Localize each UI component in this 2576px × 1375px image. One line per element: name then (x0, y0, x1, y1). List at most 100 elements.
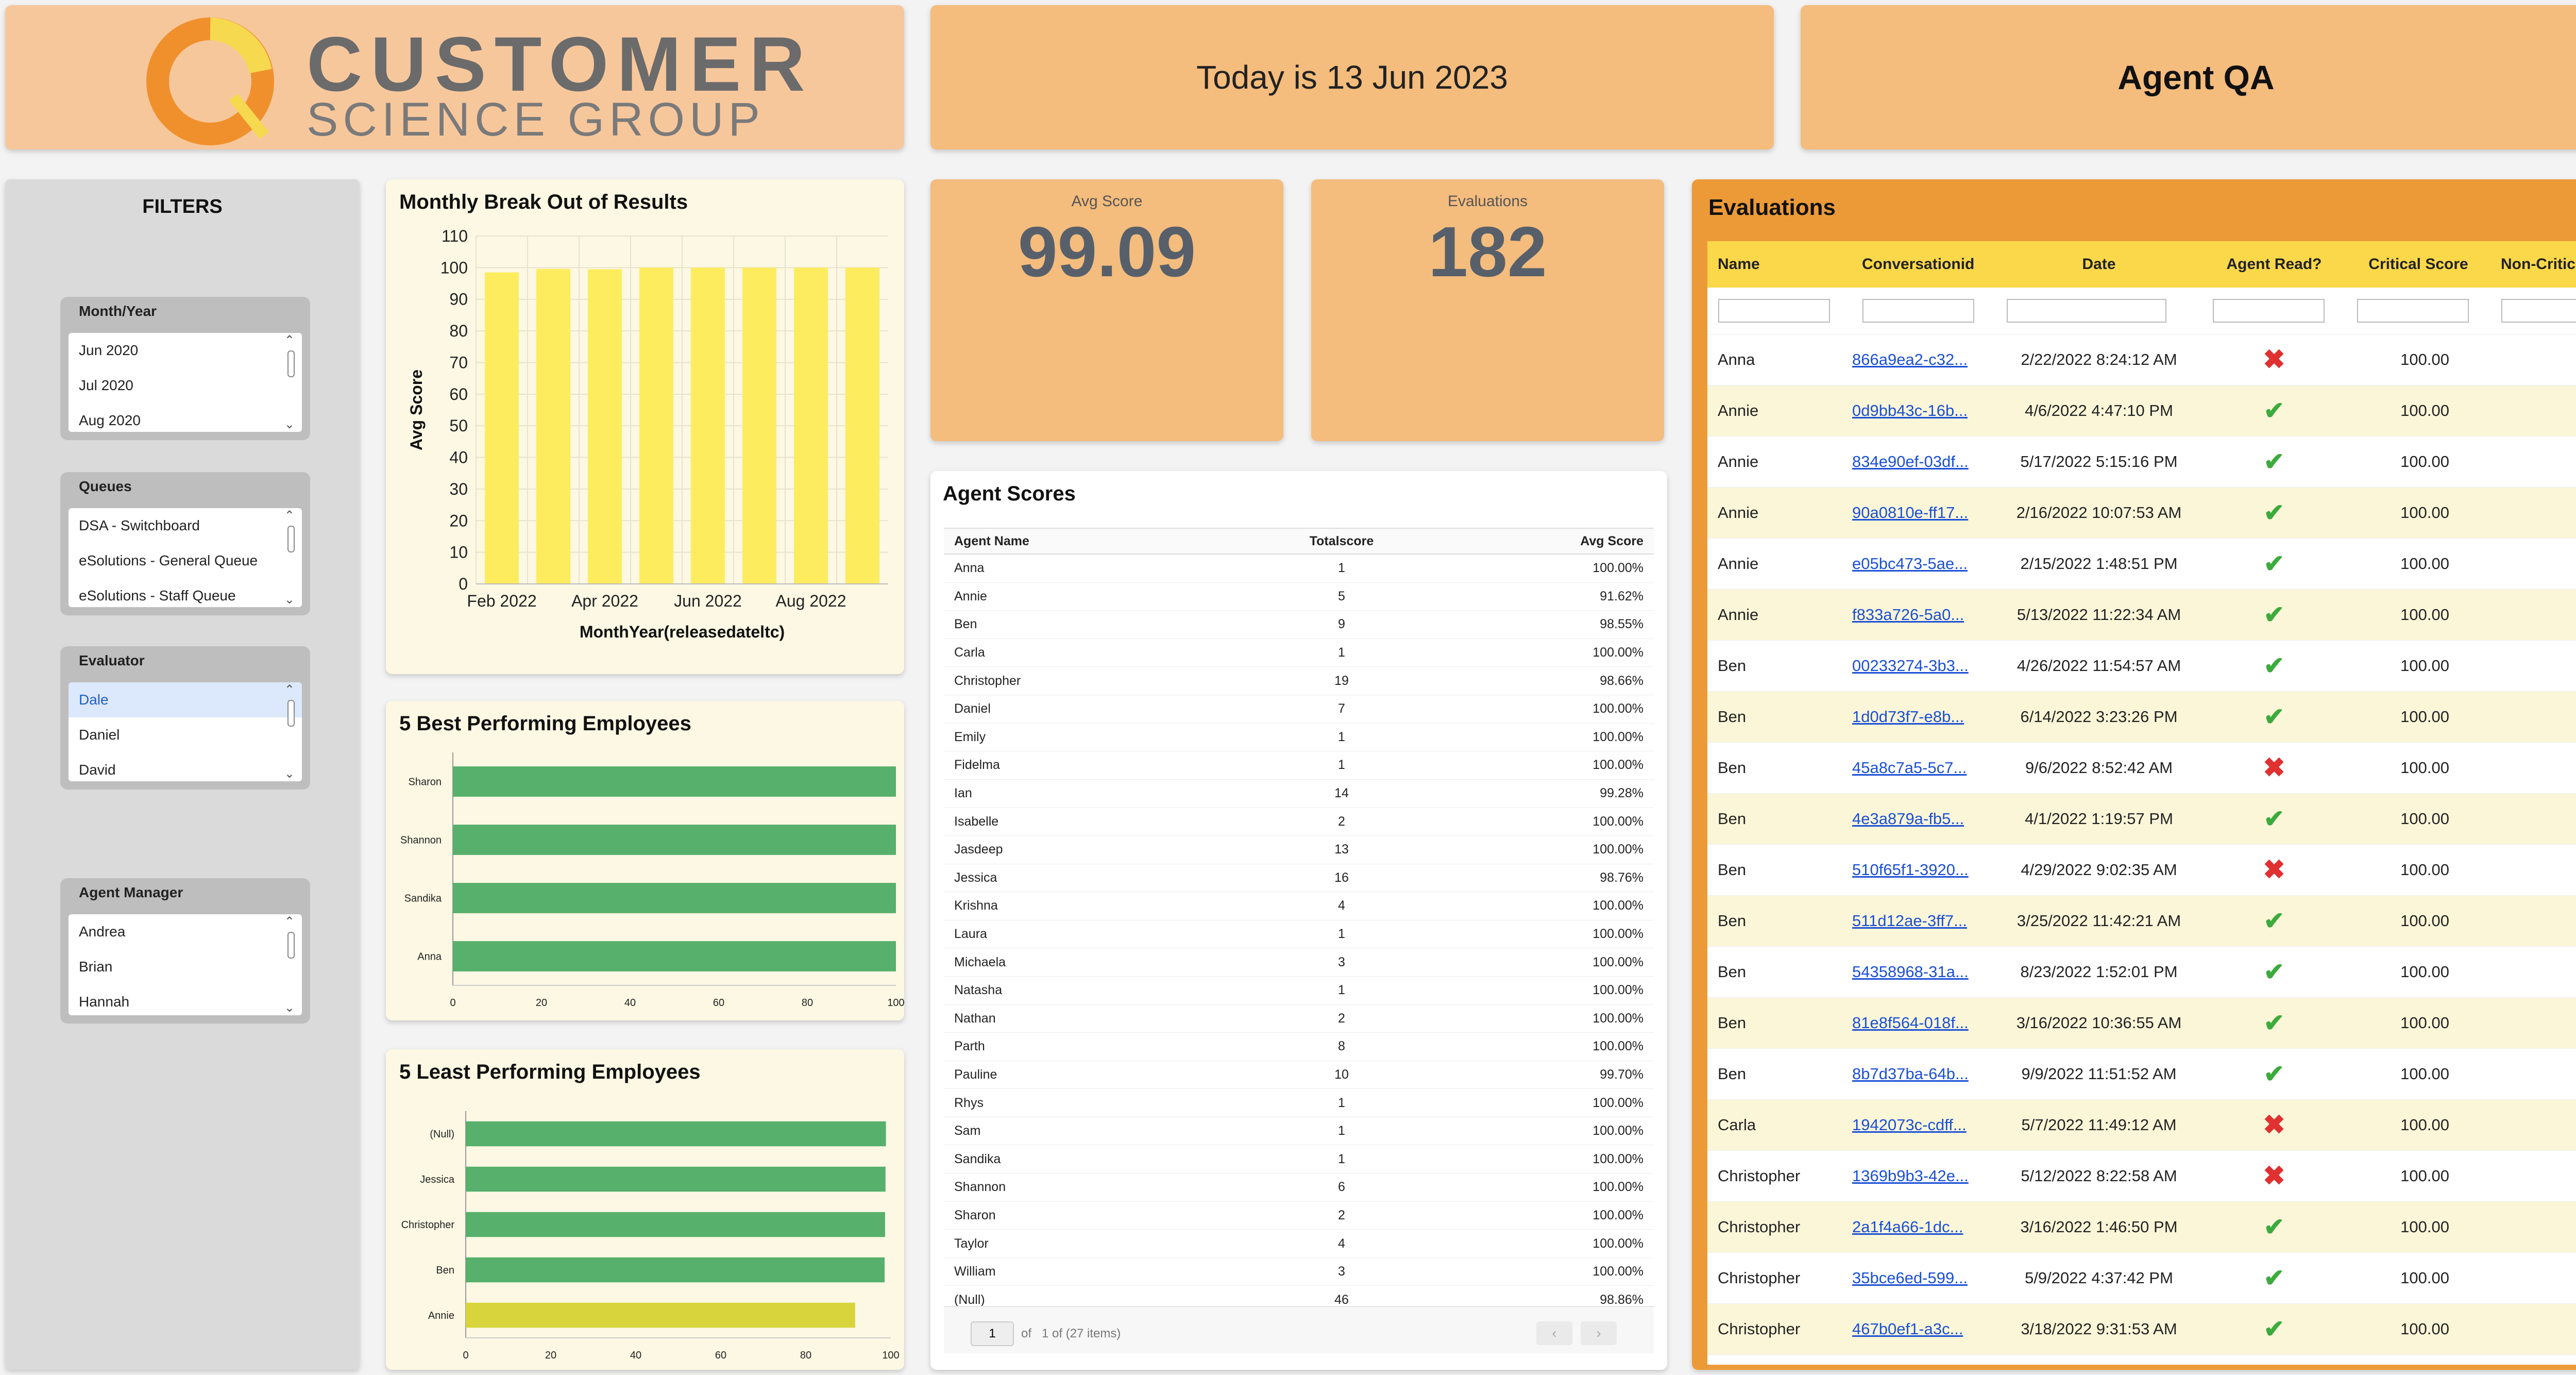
column-header[interactable]: Agent Read? (2202, 241, 2346, 288)
conversationid-filter-input[interactable] (1862, 299, 1974, 323)
table-row[interactable]: Annie 834e90ef-03df... 5/17/2022 5:15:16 P… (1707, 436, 2576, 488)
table-row[interactable]: William 3 100.00% (944, 1257, 1654, 1286)
bar[interactable] (466, 1302, 855, 1328)
bar[interactable] (588, 269, 622, 584)
column-header[interactable]: Agent Name (944, 528, 1233, 555)
filter-option[interactable]: Hannah (79, 994, 130, 1010)
conversation-link[interactable]: 866a9ea2-c32... (1852, 350, 1968, 368)
filter-option[interactable]: David (79, 762, 116, 778)
column-header[interactable]: Totalscore (1233, 528, 1450, 555)
filter-option[interactable]: Jul 2020 (79, 377, 133, 393)
scroll-down-icon[interactable]: ⌄ (284, 417, 295, 431)
table-row[interactable]: Michaela 3 100.00% (944, 948, 1654, 977)
table-row[interactable]: Sam 1 100.00% (944, 1117, 1654, 1146)
filter-option[interactable]: eSolutions - Staff Queue (79, 588, 236, 603)
conversation-link[interactable]: 834e90ef-03df... (1852, 452, 1969, 471)
filter-option[interactable]: Aug 2020 (79, 412, 141, 428)
bar[interactable] (466, 1166, 886, 1192)
table-row[interactable]: Nathan 2 100.00% (944, 1004, 1654, 1033)
filter-queues-list[interactable]: DSA - Switchboard eSolutions - General Q… (69, 508, 302, 607)
table-row[interactable]: Ben 9 98.55% (944, 610, 1654, 639)
table-row[interactable]: Anna 1 100.00% (944, 554, 1654, 583)
page-number-input[interactable]: 1 (971, 1321, 1014, 1346)
table-row[interactable]: Carla 1942073c-cdff... 5/7/2022 11:49:12 A… (1707, 1099, 2576, 1151)
table-row[interactable]: Annie f833a726-5a0... 5/13/2022 11:22:34 A… (1707, 589, 2576, 641)
conversation-link[interactable]: 4e3a879a-fb5... (1852, 810, 1964, 828)
table-row[interactable]: Sharon 2 100.00% (944, 1201, 1654, 1230)
conversation-link[interactable]: 81e8f564-018f... (1852, 1014, 1969, 1032)
filter-evaluator-list[interactable]: Dale Daniel David ⌃ ⌄ (69, 682, 302, 781)
scroll-up-icon[interactable]: ⌃ (284, 509, 295, 523)
conversation-link[interactable]: e05bc473-5ae... (1852, 555, 1968, 573)
conversation-link[interactable]: 510f65f1-3920... (1852, 861, 1969, 879)
table-row[interactable]: Parth 8 100.00% (944, 1032, 1654, 1061)
table-row[interactable]: Sandika 1 100.00% (944, 1145, 1654, 1174)
table-row[interactable]: Ben 54358968-31a... 8/23/2022 1:52:01 PM ✔ 1… (1707, 946, 2576, 998)
scroll-up-icon[interactable]: ⌃ (284, 333, 295, 347)
filter-option[interactable]: Daniel (79, 727, 120, 743)
table-row[interactable]: Laura 1 100.00% (944, 920, 1654, 949)
column-header[interactable]: Critical Score (2346, 241, 2490, 288)
filter-option[interactable]: Andrea (79, 924, 126, 940)
non-critical-filter-input[interactable] (2501, 299, 2576, 323)
scroll-down-icon[interactable]: ⌄ (284, 593, 295, 607)
filter-agent-manager-list[interactable]: Andrea Brian Hannah ⌃ ⌄ (69, 914, 302, 1015)
column-header[interactable]: Avg Score (1450, 528, 1654, 555)
conversation-link[interactable]: 511d12ae-3ff7... (1852, 912, 1967, 930)
bar[interactable] (536, 269, 570, 584)
filter-option-selected[interactable]: Dale (69, 682, 302, 717)
table-row[interactable]: Ben 510f65f1-3920... 4/29/2022 9:02:35 AM ✖… (1707, 844, 2576, 896)
conversation-link[interactable]: 54358968-31a... (1852, 963, 1969, 981)
table-row[interactable]: Ben 1d0d73f7-e8b... 6/14/2022 3:23:26 PM ✔ 1… (1707, 691, 2576, 743)
evaluations-table-container[interactable]: Name Conversationid Date Agent Read? Cri… (1707, 241, 2576, 1365)
bar[interactable] (453, 883, 896, 913)
table-row[interactable]: Christopher 35bce6ed-599... 5/9/2022 4:37:… (1707, 1252, 2576, 1304)
table-row[interactable]: Ben 4e3a879a-fb5... 4/1/2022 1:19:57 PM ✔ 10… (1707, 793, 2576, 845)
bar[interactable] (639, 267, 673, 584)
table-row[interactable]: Ben 45a8c7a5-5c7... 9/6/2022 8:52:42 AM ✖ 10… (1707, 742, 2576, 794)
table-row[interactable]: Emily 1 100.00% (944, 723, 1654, 752)
table-row[interactable]: Christopher 2a1f4a66-1dc... 3/16/2022 1:46… (1707, 1201, 2576, 1253)
bar[interactable] (691, 267, 725, 584)
table-row[interactable]: Anna 866a9ea2-c32... 2/22/2022 8:24:12 AM ✖… (1707, 334, 2576, 385)
scroll-down-icon[interactable]: ⌄ (284, 767, 295, 781)
table-row[interactable]: Annie 0d9bb43c-16b... 4/6/2022 4:47:10 PM ✔… (1707, 385, 2576, 437)
table-row[interactable]: Ben 511d12ae-3ff7... 3/25/2022 11:42:21 AM… (1707, 895, 2576, 947)
table-row[interactable]: Shannon 6 100.00% (944, 1173, 1654, 1202)
agent-read-filter-input[interactable] (2213, 299, 2325, 323)
name-filter-input[interactable] (1718, 299, 1830, 323)
table-row[interactable]: Jessica 16 98.76% (944, 864, 1654, 893)
table-row[interactable]: Annie e05bc473-5ae... 2/15/2022 1:48:51 PM… (1707, 538, 2576, 590)
table-row[interactable]: Fidelma 1 100.00% (944, 751, 1654, 780)
scrollbar-thumb[interactable] (287, 700, 295, 727)
table-row[interactable]: Christopher5d3b798e-a34...4/6/2022 4:55:… (1707, 1354, 2576, 1365)
bar[interactable] (453, 941, 896, 971)
table-row[interactable]: Isabelle 2 100.00% (944, 807, 1654, 836)
table-row[interactable]: Ben 81e8f564-018f... 3/16/2022 10:36:55 AM… (1707, 997, 2576, 1049)
bar[interactable] (466, 1212, 885, 1237)
scroll-down-icon[interactable]: ⌄ (284, 1001, 295, 1015)
bar[interactable] (453, 766, 896, 797)
table-row[interactable]: Annie 90a0810e-ff17... 2/16/2022 10:07:53 … (1707, 487, 2576, 539)
table-row[interactable]: Krishna 4 100.00% (944, 892, 1654, 920)
table-row[interactable]: Natasha 1 100.00% (944, 976, 1654, 1005)
scrollbar-thumb[interactable] (287, 526, 295, 552)
conversation-link[interactable]: 8b7d37ba-64b... (1852, 1065, 1969, 1083)
conversation-link[interactable]: 0d9bb43c-16b... (1852, 401, 1968, 420)
column-header[interactable]: Name (1707, 241, 1852, 288)
date-filter-input[interactable] (2007, 299, 2167, 323)
bar[interactable] (453, 825, 896, 855)
table-row[interactable]: Annie 5 91.62% (944, 582, 1654, 611)
table-row[interactable]: Ben 8b7d37ba-64b... 9/9/2022 11:51:52 AM ✔ 1… (1707, 1048, 2576, 1100)
filter-month-year-list[interactable]: Jun 2020 Jul 2020 Aug 2020 ⌃ ⌄ (69, 333, 302, 432)
conversation-link[interactable]: 467b0ef1-a3c... (1852, 1320, 1963, 1338)
filter-option[interactable]: Brian (79, 959, 113, 975)
scrollbar-thumb[interactable] (287, 932, 295, 959)
table-row[interactable]: Jasdeep 13 100.00% (944, 835, 1654, 864)
table-row[interactable]: Christopher 1369b9b3-42e... 5/12/2022 8:22… (1707, 1150, 2576, 1202)
scroll-up-icon[interactable]: ⌃ (284, 683, 295, 697)
bar[interactable] (466, 1257, 885, 1283)
conversation-link[interactable]: 00233274-3b3... (1852, 657, 1969, 675)
table-row[interactable]: Taylor 4 100.00% (944, 1229, 1654, 1258)
column-header[interactable]: Date (1996, 241, 2202, 288)
